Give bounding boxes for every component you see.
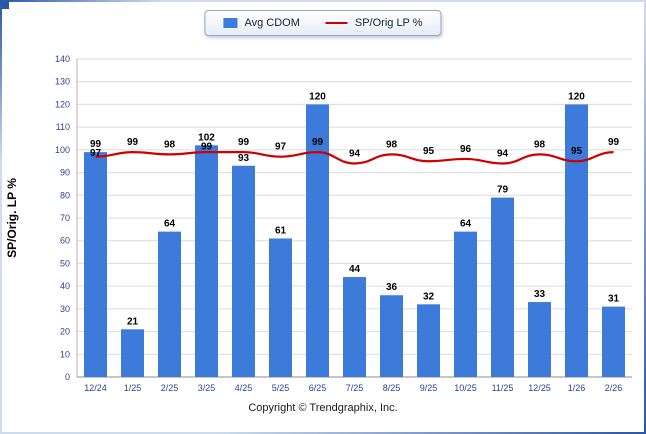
line-value-label: 99 — [312, 137, 324, 148]
bar-value-label: 21 — [127, 316, 139, 327]
line-value-label: 98 — [534, 139, 546, 150]
line-series — [95, 151, 614, 165]
bar-value-label: 93 — [238, 153, 250, 164]
bar-value-label: 64 — [164, 219, 176, 230]
legend-item-sp-orig-lp: SP/Orig LP % — [325, 17, 423, 29]
line-value-label: 97 — [275, 142, 287, 153]
bar — [158, 231, 181, 377]
bar-value-label: 36 — [386, 282, 398, 293]
bar-value-label: 120 — [309, 91, 326, 102]
bar-value-label: 79 — [497, 185, 509, 196]
y-tick-label: 60 — [60, 236, 70, 246]
line-value-label: 95 — [571, 146, 583, 157]
legend: Avg CDOM SP/Orig LP % — [204, 10, 442, 36]
y-axis-title: SP/Orig. LP % — [5, 178, 19, 258]
line-value-label: 99 — [608, 137, 620, 148]
y-tick-label: 50 — [60, 258, 70, 268]
bar — [380, 295, 403, 377]
bar-value-label: 61 — [275, 225, 287, 236]
x-tick-label: 10/25 — [454, 383, 477, 393]
y-tick-label: 10 — [60, 349, 70, 359]
bar — [528, 302, 551, 377]
x-tick-label: 2/25 — [161, 383, 179, 393]
bar — [121, 329, 144, 377]
frame-corner — [2, 2, 9, 9]
y-tick-label: 80 — [60, 190, 70, 200]
bar — [195, 145, 218, 377]
bar — [602, 306, 625, 377]
line-value-label: 96 — [460, 144, 472, 155]
y-tick-label: 40 — [60, 281, 70, 291]
x-tick-label: 5/25 — [272, 383, 290, 393]
bar — [84, 152, 107, 377]
x-tick-label: 12/25 — [528, 383, 551, 393]
y-tick-label: 110 — [56, 122, 70, 132]
line-value-label: 99 — [201, 141, 213, 152]
x-tick-label: 11/25 — [492, 383, 514, 393]
legend-item-avg-cdom: Avg CDOM — [223, 17, 300, 29]
x-tick-label: 9/25 — [420, 383, 438, 393]
bar — [232, 165, 255, 377]
bar — [491, 197, 514, 377]
x-tick-label: 7/25 — [346, 383, 364, 393]
y-tick-label: 100 — [55, 145, 70, 155]
x-tick-label: 12/24 — [84, 383, 107, 393]
bar-value-label: 31 — [608, 294, 620, 305]
bar — [417, 304, 440, 377]
y-tick-label: 70 — [60, 213, 70, 223]
line-value-label: 95 — [423, 146, 435, 157]
line-value-label: 99 — [127, 137, 139, 148]
x-tick-label: 8/25 — [383, 383, 401, 393]
bar-value-label: 32 — [423, 291, 435, 302]
bar-value-label: 120 — [568, 91, 585, 102]
bar-swatch-icon — [223, 18, 238, 28]
legend-label-sp-orig-lp: SP/Orig LP % — [354, 17, 423, 29]
x-tick-label: 1/25 — [124, 383, 142, 393]
x-tick-label: 4/25 — [235, 383, 253, 393]
bar-value-label: 102 — [198, 132, 215, 143]
copyright: Copyright © Trendgraphix, Inc. — [248, 402, 398, 414]
bar — [565, 104, 588, 377]
x-tick-label: 3/25 — [198, 383, 216, 393]
y-tick-label: 90 — [60, 168, 70, 178]
bar — [454, 231, 477, 377]
y-tick-label: 140 — [55, 54, 70, 64]
line-value-label: 98 — [164, 139, 176, 150]
line-value-label: 97 — [90, 148, 102, 159]
bar-value-label: 99 — [90, 139, 102, 150]
line-value-label: 94 — [497, 148, 509, 159]
line-value-label: 94 — [349, 148, 361, 159]
x-tick-label: 1/26 — [568, 383, 586, 393]
y-tick-label: 130 — [55, 77, 70, 87]
legend-label-avg-cdom: Avg CDOM — [244, 17, 300, 29]
x-tick-label: 6/25 — [309, 383, 327, 393]
line-swatch-icon — [325, 22, 348, 24]
line-value-label: 99 — [238, 137, 250, 148]
line-value-label: 98 — [386, 139, 398, 150]
chart: 0102030405060708090100110120130140999721… — [5, 54, 632, 393]
y-tick-label: 120 — [55, 99, 70, 109]
bar-value-label: 33 — [534, 289, 546, 300]
y-tick-label: 30 — [60, 304, 70, 314]
bar — [306, 104, 329, 377]
bar-value-label: 44 — [349, 264, 361, 275]
x-tick-label: 2/26 — [605, 383, 623, 393]
bar-value-label: 64 — [460, 219, 472, 230]
y-tick-label: 0 — [65, 372, 70, 382]
y-tick-label: 20 — [60, 327, 70, 337]
bar — [343, 277, 366, 377]
bar — [269, 238, 292, 377]
